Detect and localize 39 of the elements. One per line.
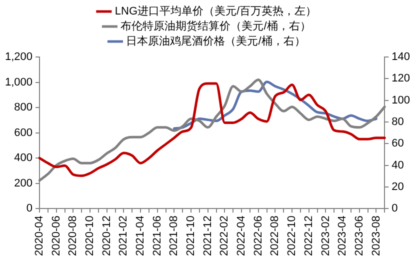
x-tick-label: 2023-04 bbox=[336, 216, 349, 256]
x-tick-label: 2021-10 bbox=[185, 216, 198, 256]
y-tick-label: 600 bbox=[14, 126, 33, 139]
x-tick-label: 2022-06 bbox=[252, 216, 264, 256]
y-tick-label: 800 bbox=[14, 102, 33, 114]
y-tick-label: 400 bbox=[14, 152, 33, 164]
y-tick-label: 1,000 bbox=[4, 76, 33, 88]
y2-tick-label: 60 bbox=[392, 138, 404, 150]
y-tick-label: 0 bbox=[26, 202, 33, 215]
y2-tick-label: 140 bbox=[392, 51, 410, 64]
x-tick-label: 2022-10 bbox=[286, 216, 298, 256]
x-tick-label: 2022-04 bbox=[236, 216, 248, 256]
x-tick-label: 2022-02 bbox=[218, 216, 231, 256]
x-tick-label: 2022-12 bbox=[302, 216, 315, 256]
x-tick-label: 2021-12 bbox=[202, 216, 214, 256]
x-tick-label: 2021-08 bbox=[168, 216, 180, 256]
x-tick-label: 2023-06 bbox=[353, 216, 366, 256]
y2-tick-label: 120 bbox=[392, 72, 410, 85]
x-tick-label: 2020-08 bbox=[67, 216, 80, 256]
x-tick-label: 2021-06 bbox=[151, 216, 164, 256]
x-tick-label: 2021-02 bbox=[118, 216, 130, 256]
legend-label: 日本原油鸡尾酒价格（美元/桶，右） bbox=[126, 34, 306, 48]
y2-tick-label: 0 bbox=[392, 202, 398, 215]
x-tick-label: 2020-12 bbox=[100, 216, 113, 256]
y2-tick-label: 100 bbox=[392, 94, 410, 106]
y-tick-label: 1,200 bbox=[4, 51, 33, 64]
x-tick-label: 2020-04 bbox=[34, 216, 46, 256]
x-tick-label: 2020-10 bbox=[84, 216, 96, 256]
y2-tick-label: 80 bbox=[392, 116, 404, 128]
x-tick-label: 2020-06 bbox=[50, 216, 62, 256]
x-tick-label: 2022-08 bbox=[269, 216, 282, 256]
y2-tick-label: 20 bbox=[392, 181, 404, 193]
legend-label: LNG进口平均单价（美元/百万英热，左） bbox=[114, 4, 317, 18]
x-tick-label: 2023-02 bbox=[320, 216, 332, 256]
legend-label: 布伦特原油期货结算价（美元/桶，右） bbox=[120, 20, 311, 33]
y-tick-label: 200 bbox=[14, 177, 33, 190]
x-tick-label: 2021-04 bbox=[134, 216, 147, 256]
y2-tick-label: 40 bbox=[392, 159, 404, 172]
x-tick-label: 2023-08 bbox=[370, 216, 382, 256]
